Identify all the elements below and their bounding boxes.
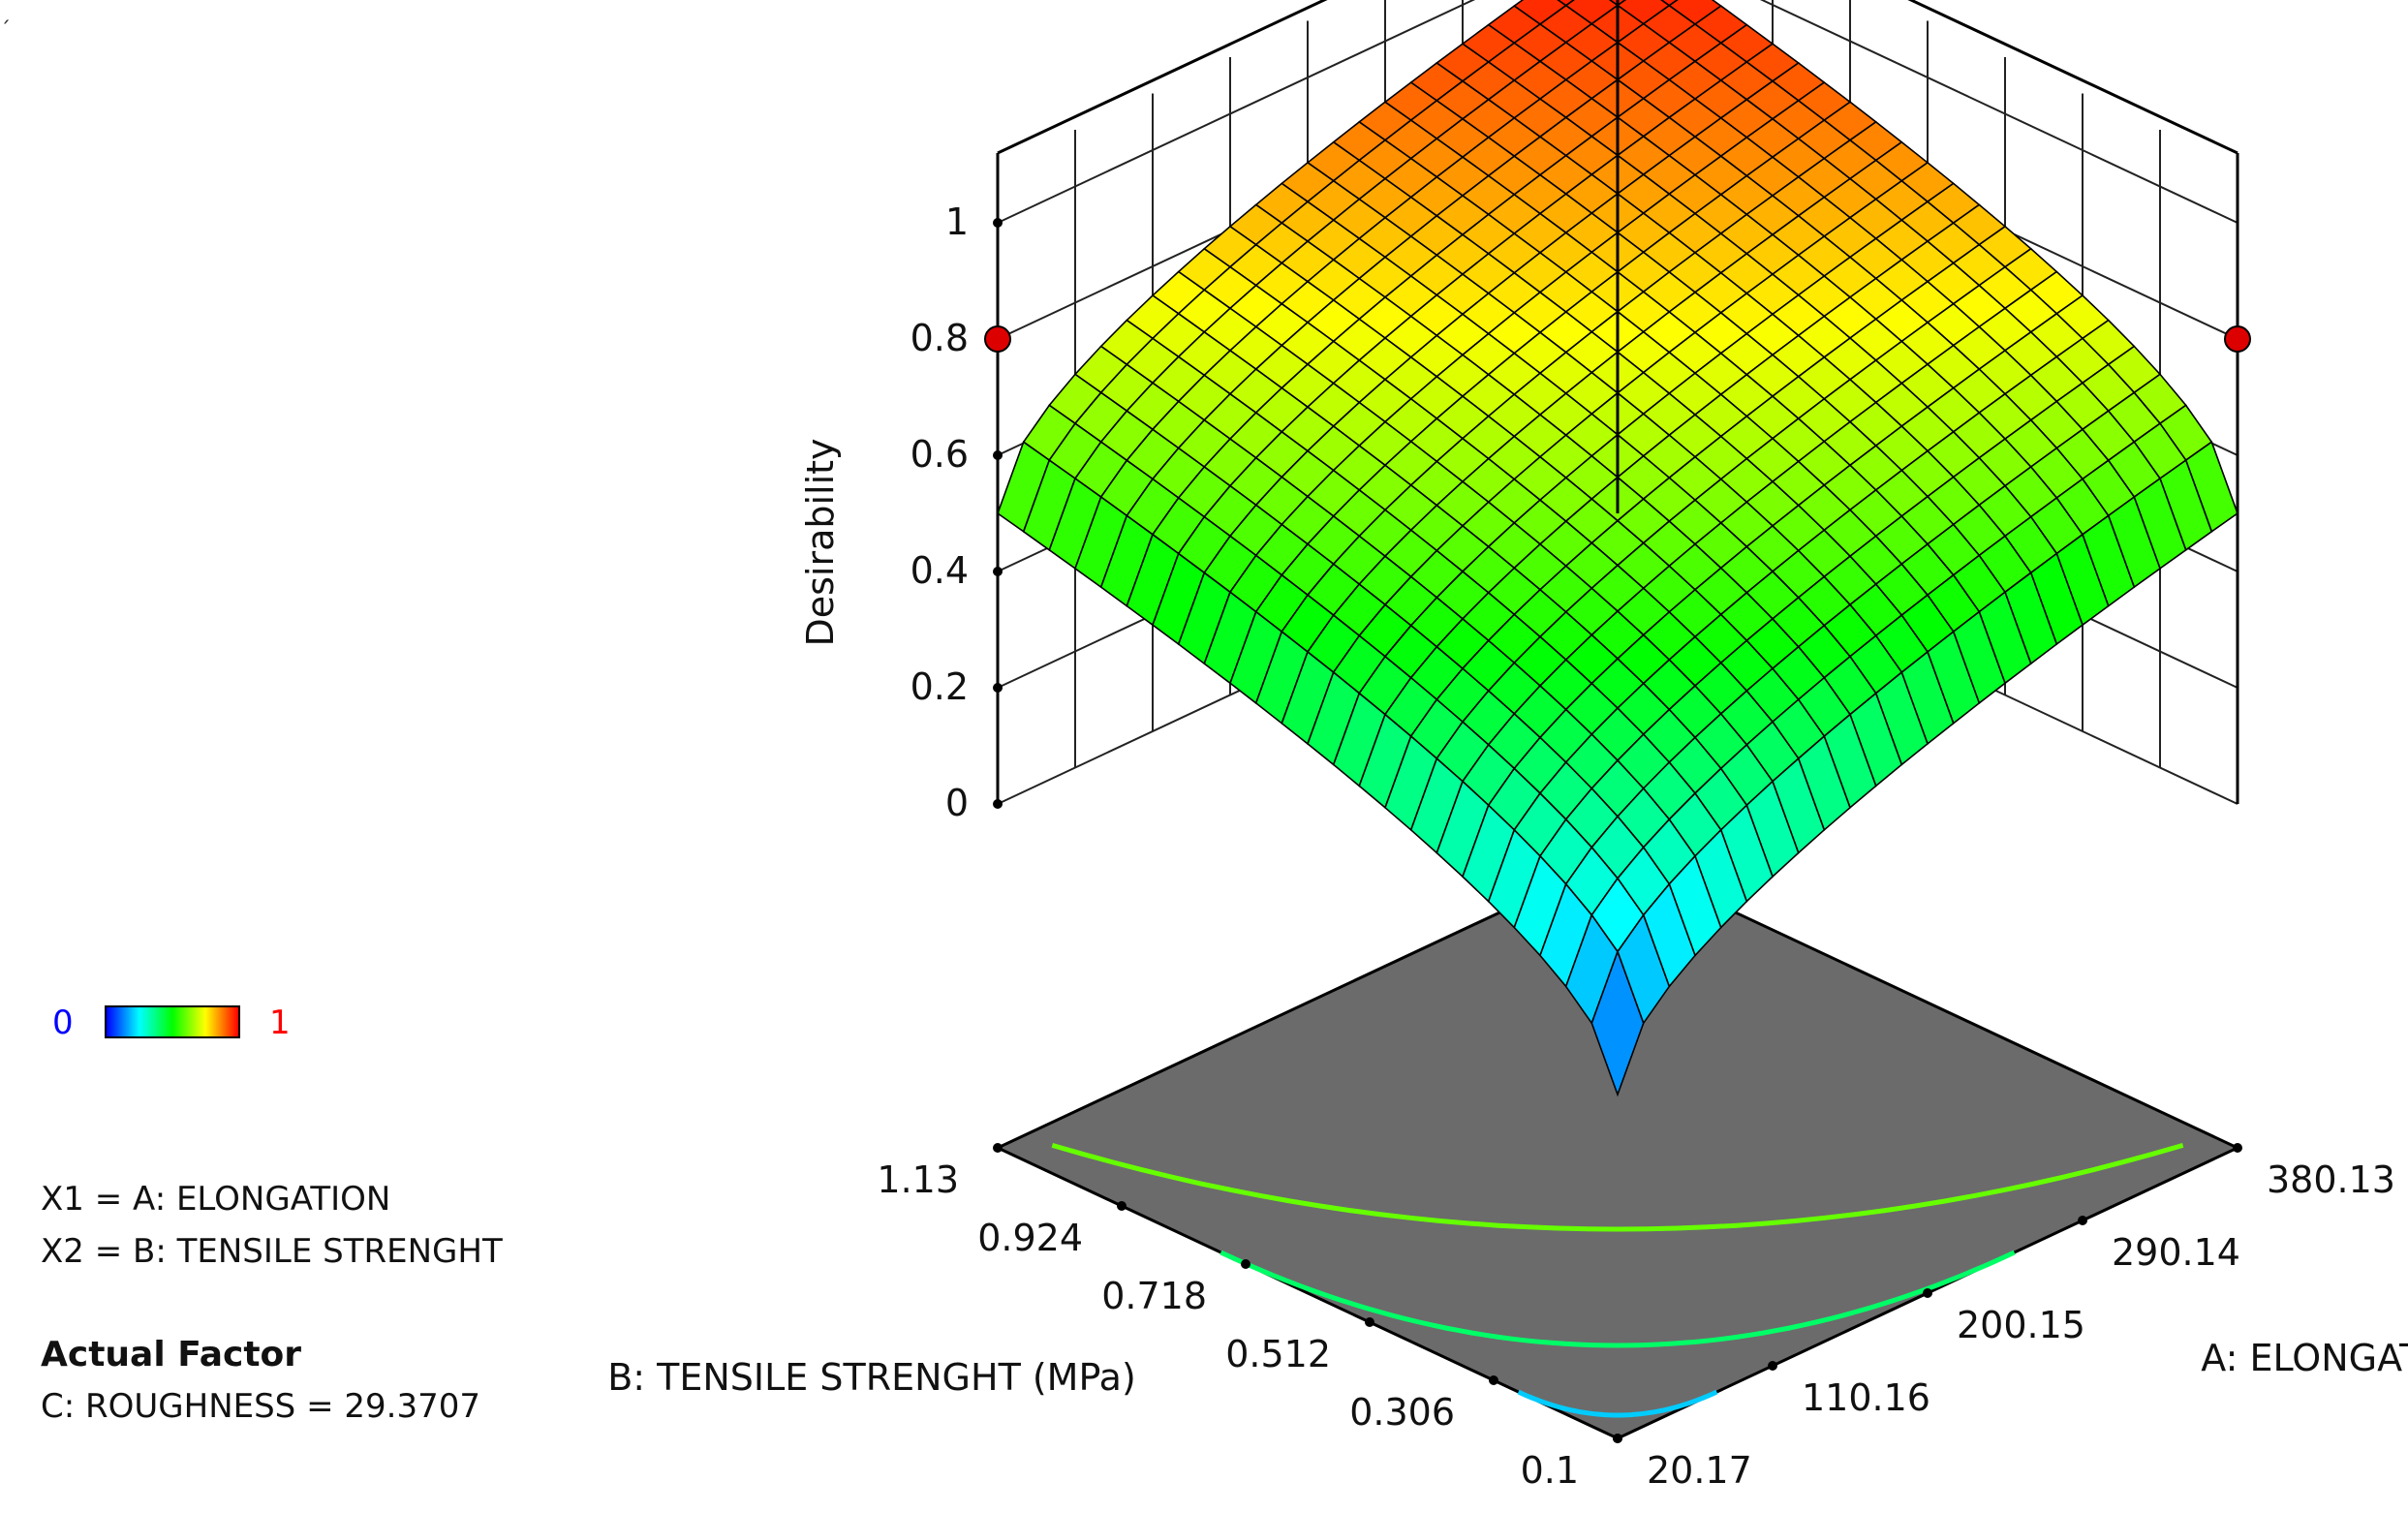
actual-factor-value: C: ROUGHNESS = 29.3707 (41, 1387, 480, 1426)
surface-cell (1590, 949, 1645, 1097)
b-tick-label: 1.13 (877, 1158, 959, 1201)
wall-grid-z (997, 0, 2238, 224)
factor-x1: X1 = A: ELONGATION (41, 1180, 391, 1219)
z-tick (993, 567, 1003, 576)
z-tick (993, 218, 1003, 228)
z-tick (993, 799, 1003, 809)
top-rim-line (997, 0, 2238, 155)
b-tick-label: 0.1 (1521, 1449, 1579, 1492)
a-tick (1613, 1434, 1622, 1443)
b-tick (1489, 1375, 1498, 1385)
a-tick (1768, 1361, 1777, 1371)
b-tick (1241, 1259, 1250, 1269)
a-tick (2233, 1143, 2242, 1153)
legend-max-label: 1 (269, 1004, 291, 1042)
floor-contour (1219, 1250, 2016, 1348)
b-tick (1117, 1201, 1127, 1211)
b-axis-label: B: TENSILE STRENGHT (MPa) (607, 1356, 1136, 1399)
legend-min-label: 0 (52, 1004, 74, 1042)
z-axis-label: Desirability (799, 438, 842, 646)
z-tick-label: 0 (945, 782, 969, 824)
actual-factor-heading: Actual Factor (41, 1335, 302, 1374)
color-legend-ramp (105, 1005, 240, 1038)
a-tick (2078, 1216, 2087, 1225)
a-axis-label: A: ELONGATION (%) (2201, 1337, 2408, 1379)
b-tick (1365, 1317, 1374, 1327)
a-tick-label: 20.17 (1647, 1449, 1752, 1492)
a-tick-label: 380.13 (2267, 1158, 2395, 1201)
z-tick-label: 0.6 (911, 433, 969, 476)
surface-cell (1659, 0, 1679, 7)
design-point (984, 325, 1011, 353)
z-tick (993, 683, 1003, 693)
b-tick-label: 0.718 (1101, 1275, 1207, 1317)
z-tick-label: 0.2 (911, 665, 969, 708)
z-tick-label: 0.4 (911, 549, 969, 592)
b-tick-label: 0.306 (1349, 1391, 1455, 1434)
z-tick-label: 0.8 (911, 317, 969, 359)
b-tick (993, 1143, 1003, 1153)
z-tick-label: 1 (945, 201, 969, 243)
floor-contour (1051, 1142, 2184, 1232)
surface-cell (1557, 0, 1576, 7)
b-tick-label: 0.512 (1225, 1333, 1331, 1375)
z-tick (993, 450, 1003, 460)
factor-x2: X2 = B: TENSILE STRENGHT (41, 1232, 503, 1271)
a-tick-label: 290.14 (2112, 1231, 2240, 1274)
b-tick-label: 0.924 (977, 1217, 1083, 1259)
a-tick (1923, 1288, 1932, 1298)
floor-contour (1517, 1389, 1718, 1418)
design-point (2224, 325, 2251, 353)
a-tick-label: 110.16 (1802, 1376, 1930, 1419)
corner-mark: ˏ (0, 0, 11, 24)
a-tick-label: 200.15 (1957, 1304, 2085, 1346)
